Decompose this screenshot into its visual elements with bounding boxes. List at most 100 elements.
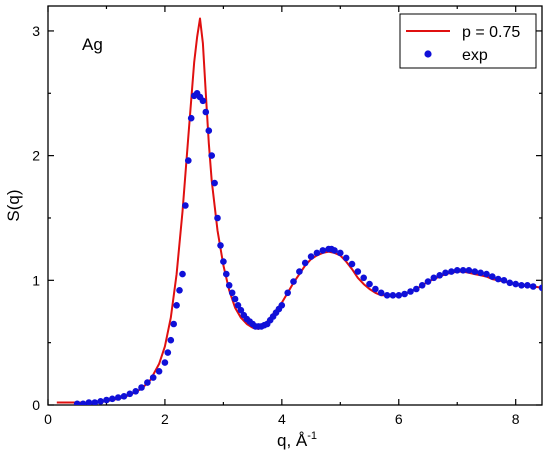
exp-data-point	[301, 259, 309, 267]
exp-data-point	[144, 379, 151, 386]
exp-data-point	[278, 302, 286, 309]
exp-data-point	[395, 292, 403, 299]
exp-data-point	[91, 399, 99, 405]
exp-data-point	[389, 292, 397, 299]
exp-data-point	[453, 267, 461, 274]
exp-data-point	[319, 247, 327, 254]
exp-data-point	[214, 214, 221, 222]
y-tick-label: 3	[32, 23, 40, 39]
exp-data-point	[182, 202, 189, 209]
x-tick-label: 8	[512, 411, 520, 427]
exp-data-point	[430, 274, 438, 282]
exp-data-point	[337, 249, 344, 257]
exp-data-point	[149, 374, 157, 381]
y-tick-label: 2	[32, 148, 40, 164]
exp-data-point	[524, 282, 531, 289]
legend-swatch-exp	[424, 50, 432, 58]
exp-data-point	[331, 247, 338, 254]
exp-data-point	[436, 272, 444, 279]
text-layer: Ag S(q) q, Å-1 0 2 4 6 8 0 1 2 3	[4, 23, 520, 450]
x-axis-title-text: q, Å	[277, 431, 308, 450]
series-line-model	[56, 17, 542, 404]
exp-data-point	[155, 368, 163, 375]
exp-data-point	[217, 242, 224, 249]
sample-annotation: Ag	[82, 35, 103, 54]
exp-data-point	[538, 284, 542, 292]
exp-data-point	[348, 260, 356, 268]
exp-data-point	[512, 280, 519, 288]
legend-label-model: p = 0.75	[462, 24, 520, 41]
exp-data-point	[97, 398, 104, 405]
x-tick-label: 6	[395, 411, 403, 427]
legend: p = 0.75 exp	[399, 13, 537, 69]
exp-data-point	[366, 280, 373, 288]
exp-data-point	[500, 277, 508, 284]
exp-data-point	[459, 267, 467, 274]
exp-data-point	[296, 268, 303, 275]
exp-data-point	[225, 282, 233, 289]
exp-data-point	[185, 157, 192, 164]
exp-data-point	[114, 394, 122, 401]
legend-label-exp: exp	[462, 47, 488, 64]
exp-data-point	[231, 295, 239, 303]
exp-data-point	[442, 269, 449, 277]
exp-data-point	[342, 254, 350, 262]
exp-data-point	[173, 302, 180, 309]
exp-data-point	[401, 290, 408, 298]
x-axis-title: q, Å-1	[277, 430, 317, 450]
exp-data-point	[109, 395, 116, 403]
exp-data-point	[164, 349, 172, 356]
exp-data-point	[307, 253, 315, 260]
exp-data-point	[170, 320, 177, 328]
y-axis-title: S(q)	[4, 189, 23, 221]
exp-data-point	[208, 152, 215, 159]
data-layer	[56, 17, 542, 405]
exp-data-point	[202, 108, 210, 116]
x-tick-label: 4	[278, 411, 286, 427]
exp-data-point	[103, 396, 110, 404]
exp-data-point	[483, 270, 490, 278]
exp-data-point	[477, 269, 484, 277]
exp-data-point	[126, 390, 134, 398]
exp-data-point	[132, 388, 139, 395]
y-tick-label: 1	[32, 272, 40, 288]
axes-frame-layer	[47, 5, 543, 406]
exp-data-point	[176, 287, 183, 294]
plot-area	[56, 17, 542, 405]
plot-frame	[47, 5, 543, 406]
exp-data-point	[120, 393, 128, 400]
exp-data-point	[465, 267, 473, 274]
exp-data-point	[284, 289, 292, 297]
exp-data-point	[418, 282, 426, 289]
exp-data-point	[237, 306, 245, 314]
exp-data-point	[494, 275, 502, 283]
exp-data-point	[223, 270, 230, 278]
exp-data-point	[518, 282, 525, 289]
legend-box	[399, 13, 537, 69]
exp-data-point	[234, 302, 242, 309]
exp-data-point	[161, 359, 169, 366]
exp-data-point	[79, 400, 87, 405]
exp-data-point	[354, 268, 362, 275]
exp-data-point	[383, 292, 391, 299]
exp-data-point	[211, 179, 218, 187]
exp-data-point	[424, 278, 432, 285]
exp-data-point	[187, 114, 195, 122]
exp-data-point	[372, 285, 379, 293]
exp-data-point	[199, 97, 207, 105]
exp-data-point	[471, 268, 479, 275]
exp-data-point	[220, 258, 227, 265]
exp-data-point	[407, 288, 414, 295]
exp-data-point	[290, 278, 297, 285]
x-axis-title-superscript: -1	[307, 430, 317, 442]
exp-data-point	[489, 273, 496, 280]
exp-data-point	[73, 400, 81, 405]
exp-data-point	[360, 274, 368, 282]
exp-data-point	[205, 127, 213, 134]
exp-data-point	[529, 283, 537, 290]
exp-data-point	[377, 289, 385, 297]
y-tick-label: 0	[32, 397, 40, 413]
exp-data-point	[85, 399, 93, 405]
exp-data-point	[228, 289, 236, 297]
